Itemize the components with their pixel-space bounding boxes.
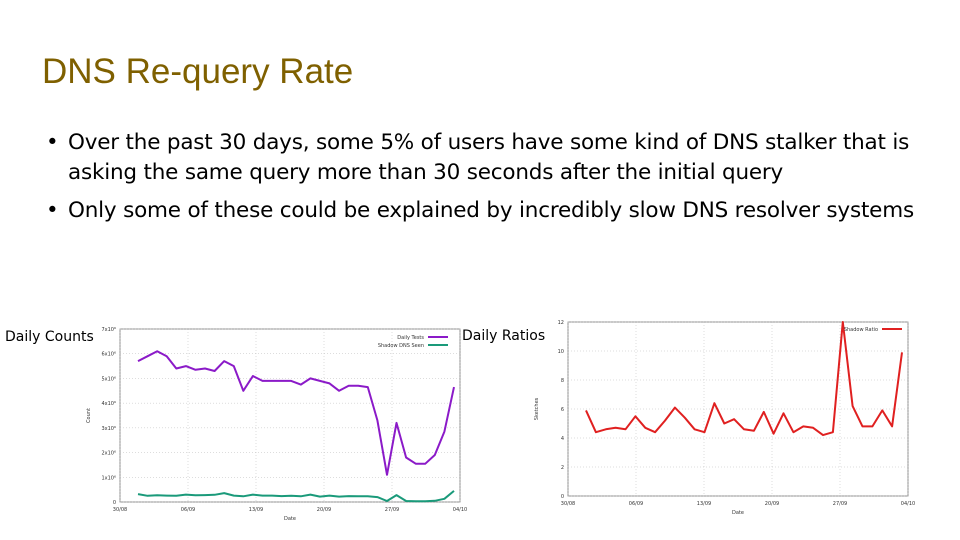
y-axis-label: Sketches	[534, 397, 540, 420]
x-tick-label: 20/09	[317, 507, 331, 513]
y-tick-label: 6	[561, 407, 564, 413]
y-tick-label: 12	[558, 320, 564, 326]
y-tick-label: 5x10⁶	[101, 376, 116, 382]
daily-ratios-chart: 0 2 4 6 8 10 12 30/08 06/09 13/09 20/09 27/09 04/10 D…	[534, 320, 915, 516]
daily-ratios-label: Daily Ratios	[462, 328, 546, 344]
daily-counts-chart: 0 1x10⁶ 2x10⁶ 3x10⁶ 4x10⁶ 5x10⁶ 6x10⁶ 7x10⁶ 30/0…	[86, 327, 467, 522]
slide-title: DNS Re-query Rate	[42, 52, 354, 91]
bullet-item: • Only some of these could be explained b…	[46, 196, 926, 226]
y-tick-label: 4x10⁶	[101, 401, 116, 407]
x-axis-label: Date	[284, 516, 296, 522]
y-tick-label: 10	[558, 349, 564, 355]
bullet-glyph: •	[46, 130, 59, 155]
x-tick-label: 04/10	[453, 507, 467, 513]
bullet-text: Only some of these could be explained by…	[68, 198, 914, 223]
y-tick-label: 8	[561, 378, 564, 384]
x-tick-label: 06/09	[629, 501, 643, 507]
y-tick-label: 0	[561, 494, 564, 500]
bullet-text: Over the past 30 days, some 5% of users …	[68, 130, 910, 185]
bullet-list: • Over the past 30 days, some 5% of users…	[46, 128, 926, 234]
y-tick-label: 4	[561, 436, 564, 442]
bullet-item: • Over the past 30 days, some 5% of users…	[46, 128, 926, 188]
y-tick-label: 7x10⁶	[101, 327, 116, 333]
bullet-glyph: •	[46, 198, 59, 223]
x-tick-label: 13/09	[249, 507, 263, 513]
series-line	[137, 490, 455, 503]
legend-label: Daily Tests	[397, 335, 424, 341]
y-tick-label: 3x10⁶	[101, 426, 116, 432]
series-line	[137, 350, 455, 476]
y-tick-label: 2	[561, 465, 564, 471]
y-axis-label: Count	[86, 408, 92, 423]
x-tick-label: 27/09	[385, 507, 399, 513]
y-tick-label: 2x10⁶	[101, 451, 116, 457]
x-tick-label: 20/09	[765, 501, 779, 507]
legend-label: Shadow Ratio	[844, 327, 878, 333]
x-tick-label: 04/10	[901, 501, 915, 507]
x-tick-label: 30/08	[113, 507, 127, 513]
y-tick-label: 6x10⁶	[101, 352, 116, 358]
x-axis-label: Date	[732, 510, 744, 516]
series-line	[585, 321, 903, 437]
y-tick-label: 1x10⁶	[101, 475, 116, 481]
plot-frame	[119, 328, 461, 503]
x-tick-label: 27/09	[833, 501, 847, 507]
x-tick-label: 30/08	[561, 501, 575, 507]
x-tick-label: 13/09	[697, 501, 711, 507]
y-tick-label: 0	[113, 500, 116, 506]
legend-label: Shadow DNS Seen	[378, 343, 424, 349]
daily-counts-label: Daily Counts	[5, 329, 94, 345]
x-tick-label: 06/09	[181, 507, 195, 513]
